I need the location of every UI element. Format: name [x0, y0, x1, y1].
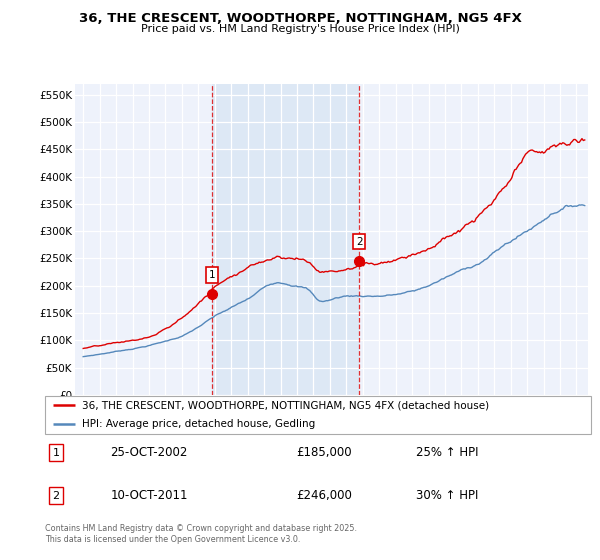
Text: 30% ↑ HPI: 30% ↑ HPI	[416, 489, 479, 502]
Text: 2: 2	[52, 491, 59, 501]
Text: 36, THE CRESCENT, WOODTHORPE, NOTTINGHAM, NG5 4FX (detached house): 36, THE CRESCENT, WOODTHORPE, NOTTINGHAM…	[82, 400, 489, 410]
Text: 2: 2	[356, 236, 362, 246]
Text: £185,000: £185,000	[296, 446, 352, 459]
Text: 1: 1	[208, 270, 215, 280]
FancyBboxPatch shape	[45, 396, 591, 434]
Text: £246,000: £246,000	[296, 489, 352, 502]
Text: This data is licensed under the Open Government Licence v3.0.: This data is licensed under the Open Gov…	[45, 535, 301, 544]
Text: 1: 1	[52, 447, 59, 458]
Text: 25-OCT-2002: 25-OCT-2002	[110, 446, 188, 459]
Bar	[212, 84, 359, 395]
Text: 36, THE CRESCENT, WOODTHORPE, NOTTINGHAM, NG5 4FX: 36, THE CRESCENT, WOODTHORPE, NOTTINGHAM…	[79, 12, 521, 25]
Text: 25% ↑ HPI: 25% ↑ HPI	[416, 446, 479, 459]
Text: 10-OCT-2011: 10-OCT-2011	[110, 489, 188, 502]
Text: Price paid vs. HM Land Registry's House Price Index (HPI): Price paid vs. HM Land Registry's House …	[140, 24, 460, 34]
Text: Contains HM Land Registry data © Crown copyright and database right 2025.: Contains HM Land Registry data © Crown c…	[45, 524, 357, 533]
Text: HPI: Average price, detached house, Gedling: HPI: Average price, detached house, Gedl…	[82, 419, 316, 430]
